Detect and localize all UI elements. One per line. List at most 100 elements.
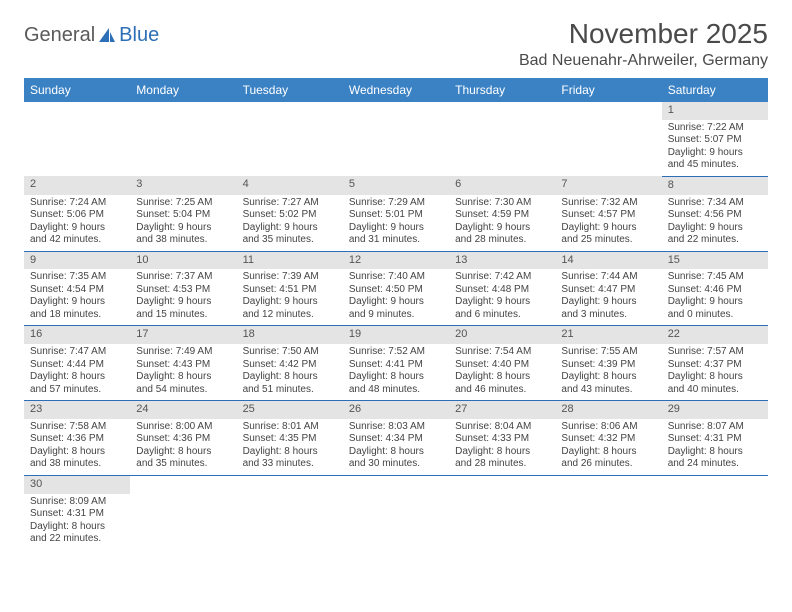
sunrise-text: Sunrise: 7:22 AM	[668, 122, 762, 135]
day-number-cell	[237, 102, 343, 120]
daylight-text-2: and 46 minutes.	[455, 384, 549, 397]
daylight-text-2: and 9 minutes.	[349, 309, 443, 322]
daylight-text-2: and 28 minutes.	[455, 458, 549, 471]
sunset-text: Sunset: 4:43 PM	[136, 359, 230, 372]
daylight-text-2: and 22 minutes.	[30, 533, 124, 546]
day-data-cell: Sunrise: 8:03 AMSunset: 4:34 PMDaylight:…	[343, 419, 449, 476]
sunrise-text: Sunrise: 7:44 AM	[561, 271, 655, 284]
data-row: Sunrise: 7:24 AMSunset: 5:06 PMDaylight:…	[24, 195, 768, 252]
daylight-text: Daylight: 9 hours	[243, 222, 337, 235]
daylight-text-2: and 31 minutes.	[349, 234, 443, 247]
sunset-text: Sunset: 4:31 PM	[30, 508, 124, 521]
day-data-cell	[555, 120, 661, 177]
daylight-text: Daylight: 9 hours	[136, 296, 230, 309]
daylight-text: Daylight: 9 hours	[668, 147, 762, 160]
daynum-row: 30	[24, 475, 768, 493]
day-data-cell: Sunrise: 7:42 AMSunset: 4:48 PMDaylight:…	[449, 269, 555, 326]
day-data-cell: Sunrise: 7:44 AMSunset: 4:47 PMDaylight:…	[555, 269, 661, 326]
sunrise-text: Sunrise: 7:55 AM	[561, 346, 655, 359]
day-number-cell: 24	[130, 401, 236, 419]
day-number-cell: 16	[24, 326, 130, 344]
day-data-cell: Sunrise: 7:37 AMSunset: 4:53 PMDaylight:…	[130, 269, 236, 326]
daylight-text-2: and 18 minutes.	[30, 309, 124, 322]
sunset-text: Sunset: 4:31 PM	[668, 433, 762, 446]
daylight-text-2: and 15 minutes.	[136, 309, 230, 322]
day-number-cell: 29	[662, 401, 768, 419]
day-data-cell	[237, 120, 343, 177]
day-number-cell: 28	[555, 401, 661, 419]
logo: General Blue	[24, 18, 159, 47]
data-row: Sunrise: 7:47 AMSunset: 4:44 PMDaylight:…	[24, 344, 768, 401]
day-header: Tuesday	[237, 78, 343, 102]
day-data-cell: Sunrise: 7:58 AMSunset: 4:36 PMDaylight:…	[24, 419, 130, 476]
daylight-text: Daylight: 8 hours	[668, 446, 762, 459]
day-number-cell: 17	[130, 326, 236, 344]
day-data-cell: Sunrise: 7:49 AMSunset: 4:43 PMDaylight:…	[130, 344, 236, 401]
day-data-cell: Sunrise: 7:47 AMSunset: 4:44 PMDaylight:…	[24, 344, 130, 401]
day-number-cell	[130, 475, 236, 493]
day-data-cell	[449, 494, 555, 550]
sunset-text: Sunset: 5:06 PM	[30, 209, 124, 222]
day-number-cell: 11	[237, 251, 343, 269]
daylight-text-2: and 51 minutes.	[243, 384, 337, 397]
daylight-text: Daylight: 9 hours	[561, 222, 655, 235]
day-data-cell: Sunrise: 7:55 AMSunset: 4:39 PMDaylight:…	[555, 344, 661, 401]
daylight-text: Daylight: 9 hours	[30, 296, 124, 309]
sunrise-text: Sunrise: 8:09 AM	[30, 496, 124, 509]
daylight-text-2: and 45 minutes.	[668, 159, 762, 172]
daylight-text: Daylight: 8 hours	[136, 371, 230, 384]
day-number-cell: 7	[555, 176, 661, 194]
daylight-text-2: and 38 minutes.	[136, 234, 230, 247]
sunrise-text: Sunrise: 7:34 AM	[668, 197, 762, 210]
day-number-cell: 1	[662, 102, 768, 120]
sunset-text: Sunset: 4:37 PM	[668, 359, 762, 372]
daylight-text-2: and 57 minutes.	[30, 384, 124, 397]
day-data-cell	[24, 120, 130, 177]
day-number-cell	[343, 475, 449, 493]
calendar-page: General Blue November 2025 Bad Neuenahr-…	[0, 0, 792, 568]
sunrise-text: Sunrise: 8:01 AM	[243, 421, 337, 434]
day-number-cell: 19	[343, 326, 449, 344]
sunrise-text: Sunrise: 7:52 AM	[349, 346, 443, 359]
sunrise-text: Sunrise: 7:47 AM	[30, 346, 124, 359]
sunrise-text: Sunrise: 7:39 AM	[243, 271, 337, 284]
day-number-cell: 30	[24, 475, 130, 493]
day-header: Saturday	[662, 78, 768, 102]
day-data-cell: Sunrise: 7:35 AMSunset: 4:54 PMDaylight:…	[24, 269, 130, 326]
day-data-cell	[237, 494, 343, 550]
day-data-cell	[343, 120, 449, 177]
day-data-cell: Sunrise: 7:30 AMSunset: 4:59 PMDaylight:…	[449, 195, 555, 252]
daylight-text: Daylight: 8 hours	[30, 371, 124, 384]
day-header-row: Sunday Monday Tuesday Wednesday Thursday…	[24, 78, 768, 102]
sunset-text: Sunset: 4:57 PM	[561, 209, 655, 222]
daylight-text: Daylight: 9 hours	[455, 296, 549, 309]
day-number-cell	[555, 475, 661, 493]
day-number-cell: 21	[555, 326, 661, 344]
day-data-cell: Sunrise: 8:01 AMSunset: 4:35 PMDaylight:…	[237, 419, 343, 476]
daylight-text: Daylight: 9 hours	[561, 296, 655, 309]
day-data-cell: Sunrise: 7:29 AMSunset: 5:01 PMDaylight:…	[343, 195, 449, 252]
day-data-cell: Sunrise: 7:40 AMSunset: 4:50 PMDaylight:…	[343, 269, 449, 326]
day-header: Wednesday	[343, 78, 449, 102]
daylight-text: Daylight: 8 hours	[349, 446, 443, 459]
day-number-cell: 9	[24, 251, 130, 269]
sunset-text: Sunset: 5:07 PM	[668, 134, 762, 147]
daylight-text-2: and 25 minutes.	[561, 234, 655, 247]
day-data-cell	[130, 120, 236, 177]
daylight-text: Daylight: 8 hours	[561, 446, 655, 459]
day-number-cell	[449, 102, 555, 120]
logo-sail-icon	[97, 26, 117, 46]
day-number-cell	[662, 475, 768, 493]
sunset-text: Sunset: 4:54 PM	[30, 284, 124, 297]
day-number-cell: 20	[449, 326, 555, 344]
daylight-text: Daylight: 9 hours	[668, 296, 762, 309]
day-data-cell: Sunrise: 8:09 AMSunset: 4:31 PMDaylight:…	[24, 494, 130, 550]
day-data-cell: Sunrise: 7:50 AMSunset: 4:42 PMDaylight:…	[237, 344, 343, 401]
sunset-text: Sunset: 5:04 PM	[136, 209, 230, 222]
calendar-table: Sunday Monday Tuesday Wednesday Thursday…	[24, 78, 768, 550]
sunrise-text: Sunrise: 7:30 AM	[455, 197, 549, 210]
day-number-cell: 26	[343, 401, 449, 419]
sunset-text: Sunset: 4:51 PM	[243, 284, 337, 297]
day-data-cell: Sunrise: 8:06 AMSunset: 4:32 PMDaylight:…	[555, 419, 661, 476]
daynum-row: 1	[24, 102, 768, 120]
